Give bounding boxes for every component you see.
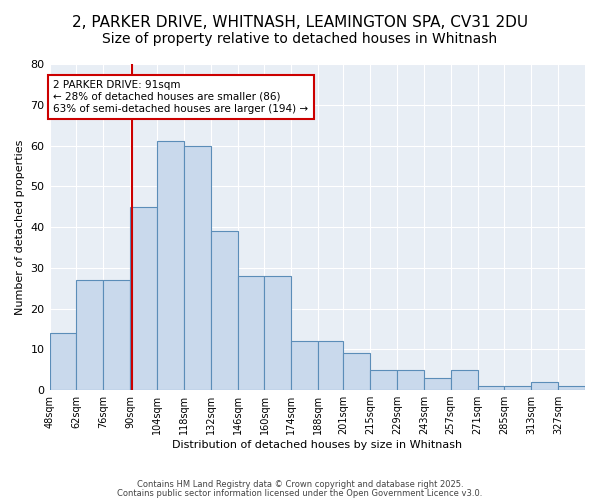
Bar <box>76 280 103 390</box>
X-axis label: Distribution of detached houses by size in Whitnash: Distribution of detached houses by size … <box>172 440 463 450</box>
Bar <box>50 333 76 390</box>
Bar <box>424 378 451 390</box>
Bar <box>451 370 478 390</box>
Bar <box>370 370 397 390</box>
Bar <box>478 386 505 390</box>
Text: Contains public sector information licensed under the Open Government Licence v3: Contains public sector information licen… <box>118 488 482 498</box>
Bar <box>397 370 424 390</box>
Bar <box>265 276 292 390</box>
Bar <box>184 146 211 390</box>
Bar <box>505 386 531 390</box>
Bar <box>343 354 370 390</box>
Text: 2, PARKER DRIVE, WHITNASH, LEAMINGTON SPA, CV31 2DU: 2, PARKER DRIVE, WHITNASH, LEAMINGTON SP… <box>72 15 528 30</box>
Y-axis label: Number of detached properties: Number of detached properties <box>15 140 25 314</box>
Text: 2 PARKER DRIVE: 91sqm
← 28% of detached houses are smaller (86)
63% of semi-deta: 2 PARKER DRIVE: 91sqm ← 28% of detached … <box>53 80 308 114</box>
Text: Size of property relative to detached houses in Whitnash: Size of property relative to detached ho… <box>103 32 497 46</box>
Bar <box>157 142 184 390</box>
Bar <box>318 341 343 390</box>
Bar <box>558 386 585 390</box>
Bar <box>103 280 130 390</box>
Bar <box>531 382 558 390</box>
Bar <box>130 206 157 390</box>
Bar <box>292 341 318 390</box>
Text: Contains HM Land Registry data © Crown copyright and database right 2025.: Contains HM Land Registry data © Crown c… <box>137 480 463 489</box>
Bar <box>211 231 238 390</box>
Bar <box>238 276 265 390</box>
